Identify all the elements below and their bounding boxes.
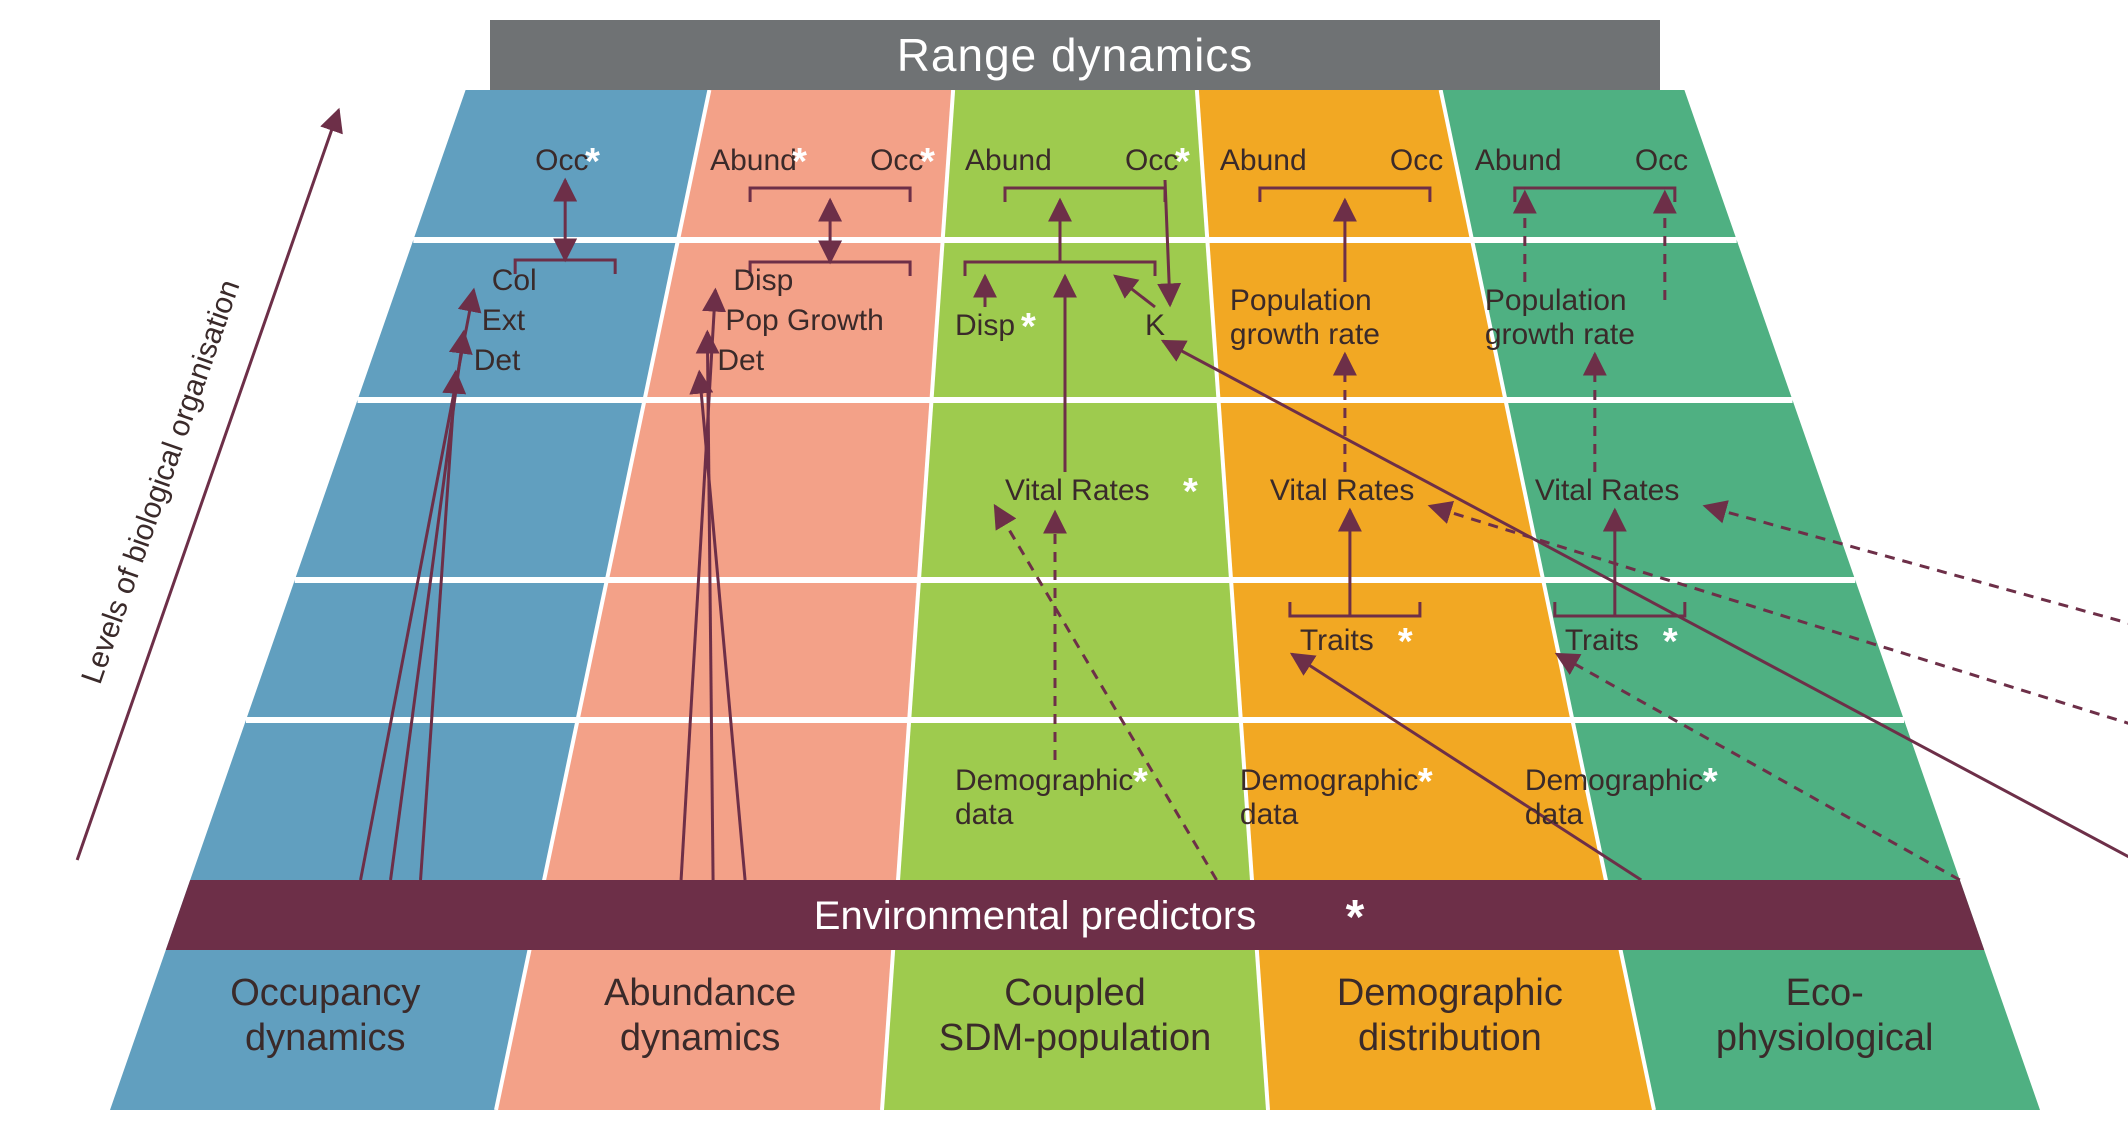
svg-text:Det: Det	[474, 344, 521, 377]
col-label-eco-1: Eco-	[1786, 972, 1864, 1014]
node-occ-Col: Col	[492, 264, 537, 297]
node-occ-Ext: Ext	[482, 304, 526, 337]
svg-text:Population: Population	[1230, 284, 1372, 317]
svg-text:Demographic: Demographic	[1240, 764, 1418, 797]
svg-text:Vital Rates: Vital Rates	[1535, 474, 1680, 507]
asterisk-csp-Occ: *	[1175, 141, 1190, 183]
asterisk-dem-demo: *	[1418, 761, 1433, 803]
asterisk-csp-VR: *	[1183, 471, 1198, 513]
node-eco-Occ: Occ	[1635, 144, 1688, 177]
svg-text:growth rate: growth rate	[1485, 318, 1635, 351]
svg-text:Disp: Disp	[733, 264, 793, 297]
col-label-dem-1: Demographic	[1337, 972, 1563, 1014]
svg-text:Demographic: Demographic	[955, 764, 1133, 797]
svg-text:Vital Rates: Vital Rates	[1005, 474, 1150, 507]
col-label-dem-2: distribution	[1358, 1017, 1542, 1059]
diagram-svg: Range dynamicsEnvironmental predictors* …	[0, 0, 2128, 1127]
node-eco-popR: Populationgrowth rate	[1485, 284, 1635, 351]
svg-text:Pop Growth: Pop Growth	[725, 304, 883, 337]
col-label-csp-1: Coupled	[1004, 972, 1146, 1014]
asterisk-csp-demo: *	[1133, 761, 1148, 803]
node-csp-Occ: Occ*	[1125, 141, 1190, 183]
col-label-occ-1: Occupancy	[230, 972, 420, 1014]
svg-text:Occ: Occ	[870, 144, 923, 177]
svg-text:Occ: Occ	[1125, 144, 1178, 177]
svg-text:growth rate: growth rate	[1230, 318, 1380, 351]
svg-text:Det: Det	[717, 344, 764, 377]
svg-text:Occ: Occ	[535, 144, 588, 177]
col-label-eco-2: physiological	[1716, 1017, 1934, 1059]
asterisk-abnd-Abund: *	[792, 141, 807, 183]
asterisk-csp-Disp: *	[1021, 306, 1036, 348]
col-label-abnd-1: Abundance	[604, 972, 796, 1014]
node-dem-Occ: Occ	[1390, 144, 1443, 177]
svg-text:Abund: Abund	[1475, 144, 1562, 177]
svg-text:Traits: Traits	[1565, 624, 1639, 657]
node-csp-K: K	[1145, 309, 1165, 342]
svg-text:Demographic: Demographic	[1525, 764, 1703, 797]
svg-text:Abund: Abund	[710, 144, 797, 177]
top-band-label: Range dynamics	[897, 29, 1254, 81]
node-dem-VR: Vital Rates	[1270, 474, 1415, 507]
env-band-label: Environmental predictors	[814, 894, 1256, 938]
node-abnd-Det: Det	[717, 344, 764, 377]
svg-text:K: K	[1145, 309, 1165, 342]
asterisk-eco-demo: *	[1703, 761, 1718, 803]
node-abnd-Abund: Abund*	[710, 141, 807, 183]
svg-text:Traits: Traits	[1300, 624, 1374, 657]
node-occ-Occ: Occ*	[535, 141, 600, 183]
node-dem-Abund: Abund	[1220, 144, 1307, 177]
svg-text:Occ: Occ	[1635, 144, 1688, 177]
node-abnd-Disp: Disp	[733, 264, 793, 297]
svg-text:Abund: Abund	[965, 144, 1052, 177]
node-occ-Det: Det	[474, 344, 521, 377]
node-abnd-PopGrowth: Pop Growth	[725, 304, 883, 337]
svg-text:Vital Rates: Vital Rates	[1270, 474, 1415, 507]
svg-text:data: data	[1525, 798, 1584, 831]
svg-text:data: data	[955, 798, 1014, 831]
asterisk-occ-Occ: *	[585, 141, 600, 183]
diagram-root: Range dynamicsEnvironmental predictors* …	[0, 0, 2128, 1127]
env-band-asterisk: *	[1346, 891, 1365, 944]
node-csp-Abund: Abund	[965, 144, 1052, 177]
svg-text:Population: Population	[1485, 284, 1627, 317]
asterisk-eco-Traits: *	[1663, 621, 1678, 663]
col-label-abnd-2: dynamics	[620, 1017, 781, 1059]
svg-text:Occ: Occ	[1390, 144, 1443, 177]
col-label-occ-2: dynamics	[245, 1017, 406, 1059]
node-dem-popR: Populationgrowth rate	[1230, 284, 1380, 351]
svg-text:Abund: Abund	[1220, 144, 1307, 177]
svg-text:data: data	[1240, 798, 1299, 831]
svg-text:Disp: Disp	[955, 309, 1015, 342]
axis-label: Levels of biological organisation	[75, 276, 246, 688]
node-csp-Disp: Disp*	[955, 306, 1036, 348]
node-eco-VR: Vital Rates	[1535, 474, 1680, 507]
asterisk-abnd-Occ: *	[920, 141, 935, 183]
asterisk-dem-Traits: *	[1398, 621, 1413, 663]
node-abnd-Occ: Occ*	[870, 141, 935, 183]
svg-text:Ext: Ext	[482, 304, 526, 337]
col-label-csp-2: SDM-population	[939, 1017, 1211, 1059]
node-eco-Abund: Abund	[1475, 144, 1562, 177]
svg-text:Col: Col	[492, 264, 537, 297]
